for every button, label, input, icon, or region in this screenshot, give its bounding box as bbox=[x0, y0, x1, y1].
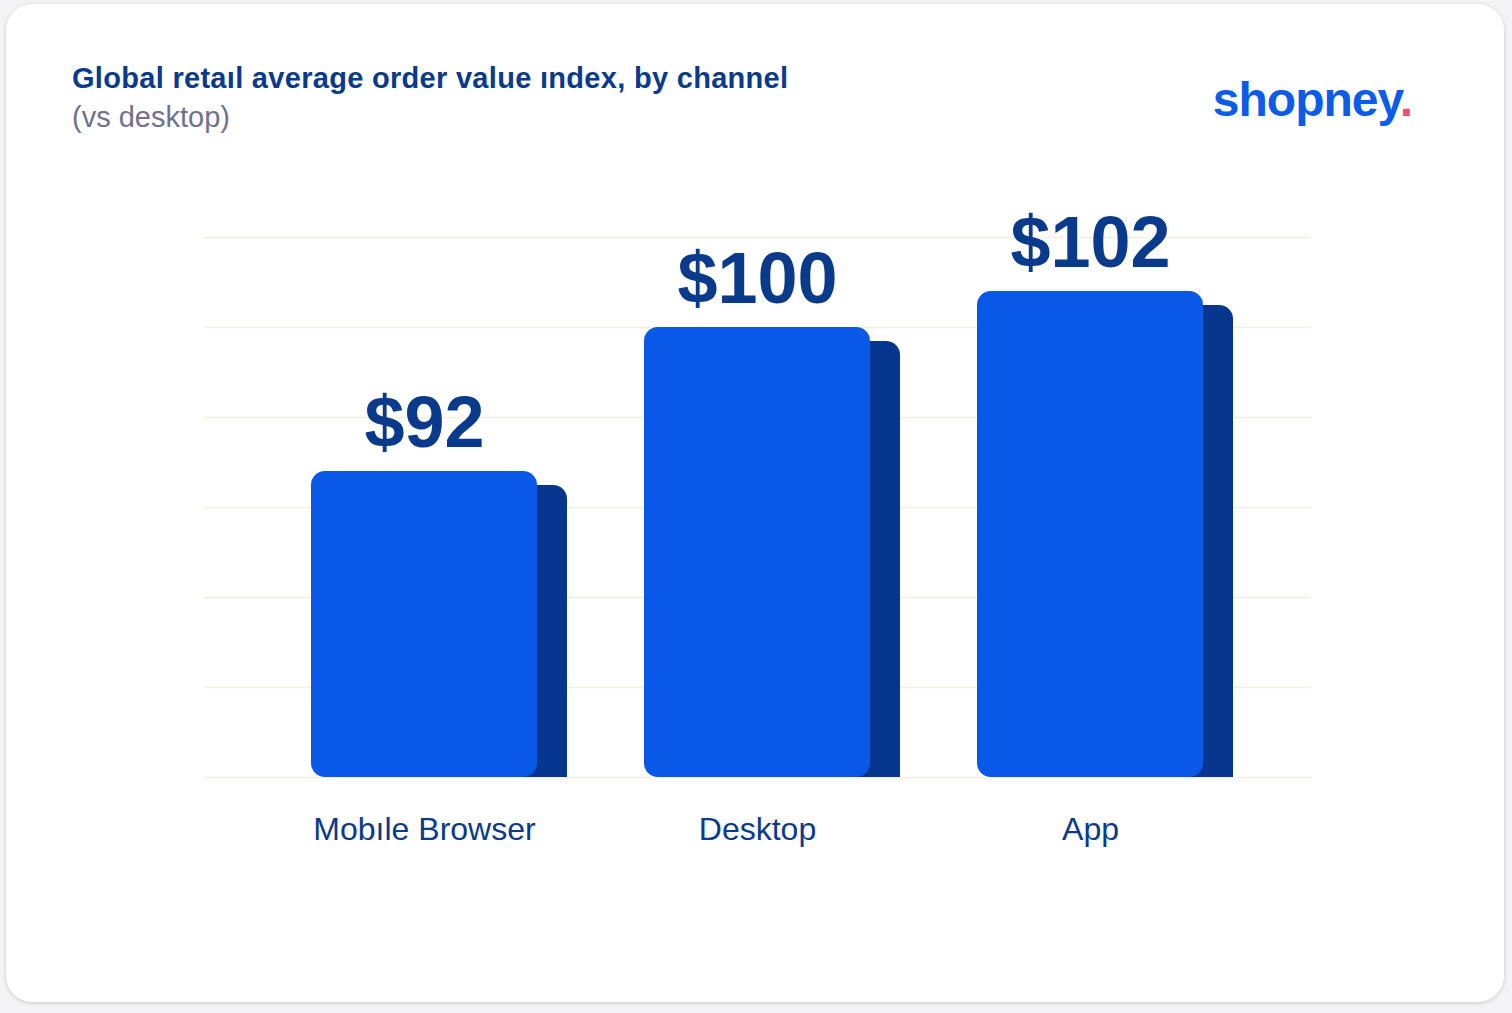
html-text:shopney.: shopney. bbox=[1212, 73, 1412, 126]
html-text:(vs desktop): (vs desktop) bbox=[72, 101, 230, 133]
svg-text:Desktop: Desktop bbox=[699, 811, 816, 847]
svg-text:App: App bbox=[1062, 811, 1119, 847]
svg-text:$102: $102 bbox=[1010, 202, 1170, 282]
svg-text:$100: $100 bbox=[677, 238, 837, 318]
html-text:Global retaıl average order va: Global retaıl average order value ındex,… bbox=[72, 62, 789, 94]
svg-text:$92: $92 bbox=[364, 382, 484, 462]
svg-text:Mobıle Browser: Mobıle Browser bbox=[313, 811, 536, 847]
